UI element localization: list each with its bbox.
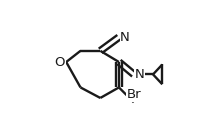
Text: O: O <box>54 56 65 68</box>
Text: Br: Br <box>126 88 141 101</box>
Text: N: N <box>120 31 130 44</box>
Text: N: N <box>135 68 145 81</box>
